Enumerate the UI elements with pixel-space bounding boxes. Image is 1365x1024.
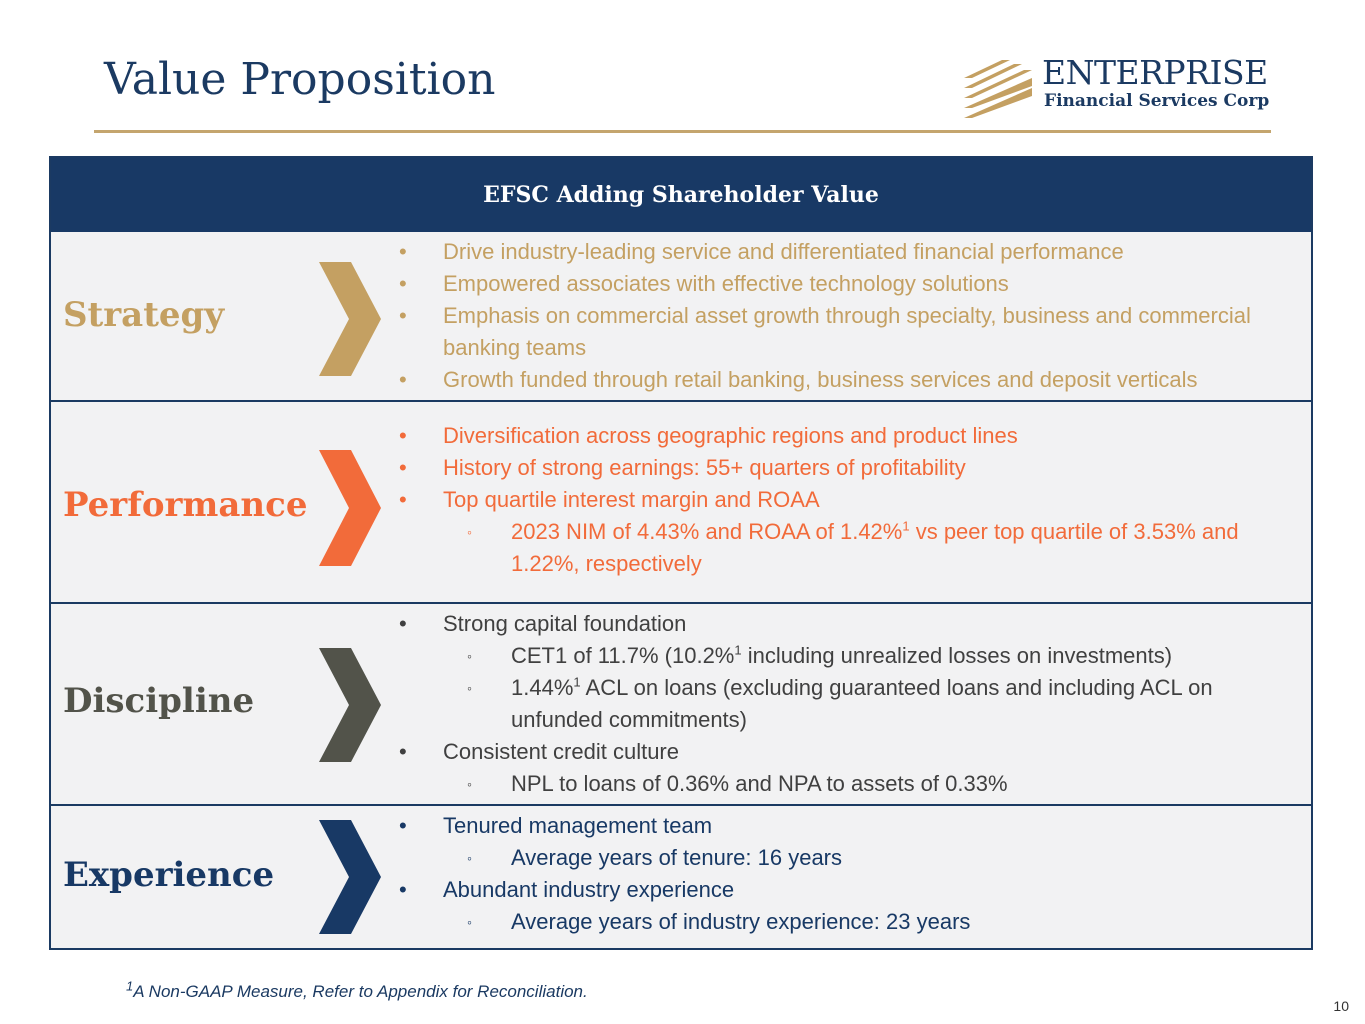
section-strategy: Strategy Drive industry-leading service … (51, 232, 1311, 400)
page-number: 10 (1333, 998, 1349, 1014)
section-items-experience: Tenured management team Average years of… (399, 810, 1305, 938)
list-item: Tenured management team (399, 810, 1305, 842)
list-item: Consistent credit culture (399, 736, 1305, 768)
section-divider (51, 602, 1311, 604)
footnote-ref: 1 (902, 518, 910, 534)
footnote-ref: 1 (734, 642, 742, 658)
section-items-performance: Diversification across geographic region… (399, 420, 1305, 580)
sub-list-item: Average years of tenure: 16 years (399, 842, 1305, 874)
section-items-discipline: Strong capital foundation CET1 of 11.7% … (399, 608, 1305, 800)
sub-list-item: NPL to loans of 0.36% and NPA to assets … (399, 768, 1305, 800)
sub-list-item: 1.44%1 ACL on loans (excluding guarantee… (399, 672, 1305, 736)
section-divider (51, 400, 1311, 402)
chevron-right-icon (319, 648, 381, 762)
text-segment: vs peer top quartile of 3.53% and 1.22%,… (511, 519, 1239, 576)
section-discipline: Discipline Strong capital foundation CET… (51, 604, 1311, 804)
page-title: Value Proposition (104, 54, 496, 105)
list-item: Emphasis on commercial asset growth thro… (399, 300, 1305, 364)
logo-name: ENTERPRISE (1042, 53, 1268, 92)
chevron-right-icon (319, 820, 381, 934)
list-item: Abundant industry experience (399, 874, 1305, 906)
text-segment: CET1 of 11.7% (10.2% (511, 643, 735, 668)
list-item: Top quartile interest margin and ROAA (399, 484, 1305, 516)
footnote-text: A Non-GAAP Measure, Refer to Appendix fo… (133, 982, 588, 1001)
section-label-strategy: Strategy (63, 295, 225, 335)
chevron-right-icon (319, 450, 381, 566)
logo-subtitle: Financial Services Corp (1044, 91, 1270, 111)
sub-list-item: 2023 NIM of 4.43% and ROAA of 1.42%1 vs … (399, 516, 1305, 580)
company-logo: ENTERPRISE Financial Services Corp (962, 56, 1274, 124)
section-label-performance: Performance (63, 485, 308, 525)
footnote-ref: 1 (573, 674, 581, 690)
section-performance: Performance Diversification across geogr… (51, 402, 1311, 602)
list-item: Strong capital foundation (399, 608, 1305, 640)
text-segment: including unrealized losses on investmen… (741, 643, 1173, 668)
text-segment: 2023 NIM of 4.43% and ROAA of 1.42% (511, 519, 903, 544)
title-underline (94, 130, 1271, 133)
sub-list-item: CET1 of 11.7% (10.2%1 including unrealiz… (399, 640, 1305, 672)
list-item: History of strong earnings: 55+ quarters… (399, 452, 1305, 484)
sub-list-item: Average years of industry experience: 23… (399, 906, 1305, 938)
section-label-discipline: Discipline (63, 681, 255, 721)
text-segment: ACL on loans (excluding guaranteed loans… (511, 675, 1213, 732)
list-item: Diversification across geographic region… (399, 420, 1305, 452)
section-experience: Experience Tenured management team Avera… (51, 806, 1311, 948)
list-item: Empowered associates with effective tech… (399, 268, 1305, 300)
section-label-experience: Experience (63, 855, 275, 895)
footnote: 1A Non-GAAP Measure, Refer to Appendix f… (126, 979, 588, 1002)
section-divider (51, 804, 1311, 806)
footnote-marker: 1 (126, 978, 134, 994)
list-item: Growth funded through retail banking, bu… (399, 364, 1305, 396)
chevron-right-icon (319, 262, 381, 376)
section-items-strategy: Drive industry-leading service and diffe… (399, 236, 1305, 396)
text-segment: 1.44% (511, 675, 574, 700)
list-item: Drive industry-leading service and diffe… (399, 236, 1305, 268)
logo-mark-icon (964, 60, 1032, 118)
value-panel: EFSC Adding Shareholder Value Strategy D… (49, 156, 1313, 950)
panel-header: EFSC Adding Shareholder Value (51, 158, 1311, 232)
